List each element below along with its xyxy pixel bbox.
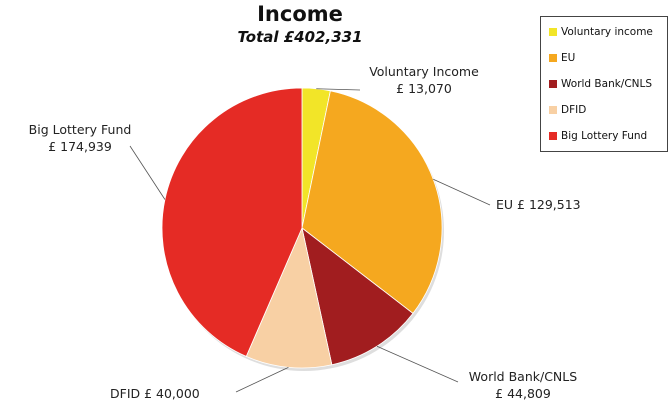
legend-swatch xyxy=(549,132,557,140)
chart-subtitle: Total £402,331 xyxy=(237,28,363,46)
legend-label: Voluntary income xyxy=(561,26,653,38)
legend-item-world-bank-cnls: World Bank/CNLS xyxy=(549,77,652,91)
leader-line-world-bank-cnls xyxy=(376,345,459,383)
legend-item-big-lottery-fund: Big Lottery Fund xyxy=(549,129,647,143)
legend-swatch xyxy=(549,80,557,88)
legend-item-voluntary-income: Voluntary income xyxy=(549,25,653,39)
leader-line-eu xyxy=(433,178,491,206)
slice-label-eu: EU £ 129,513 xyxy=(496,197,581,212)
slice-label-big-lottery-fund: Big Lottery Fund £ 174,939 xyxy=(29,122,132,154)
legend-label: EU xyxy=(561,52,576,64)
slice-label-world-bank-cnls: World Bank/CNLS £ 44,809 xyxy=(469,369,577,401)
legend-label: World Bank/CNLS xyxy=(561,78,653,90)
pie-slice-dfid[interactable] xyxy=(245,226,333,369)
slice-label-dfid: DFID £ 40,000 xyxy=(110,386,200,401)
legend-item-dfid: DFID xyxy=(549,103,586,117)
legend-swatch xyxy=(549,106,557,114)
leader-line-dfid xyxy=(235,366,289,393)
chart-legend: Voluntary income EU World Bank/CNLS DFID… xyxy=(540,16,668,152)
leader-line-big-lottery-fund xyxy=(129,145,166,200)
slice-label-voluntary-income: Voluntary Income £ 13,070 xyxy=(369,64,479,96)
legend-swatch xyxy=(549,54,557,62)
pie-slice-eu[interactable] xyxy=(301,90,443,314)
chart-title: Income xyxy=(257,2,343,26)
legend-swatch xyxy=(549,28,557,36)
pie-slice-big-lottery-fund[interactable] xyxy=(161,87,303,357)
legend-label: DFID xyxy=(561,104,587,116)
legend-item-eu: EU xyxy=(549,51,575,65)
legend-label: Big Lottery Fund xyxy=(561,130,648,142)
leader-line-voluntary-income xyxy=(316,88,361,91)
